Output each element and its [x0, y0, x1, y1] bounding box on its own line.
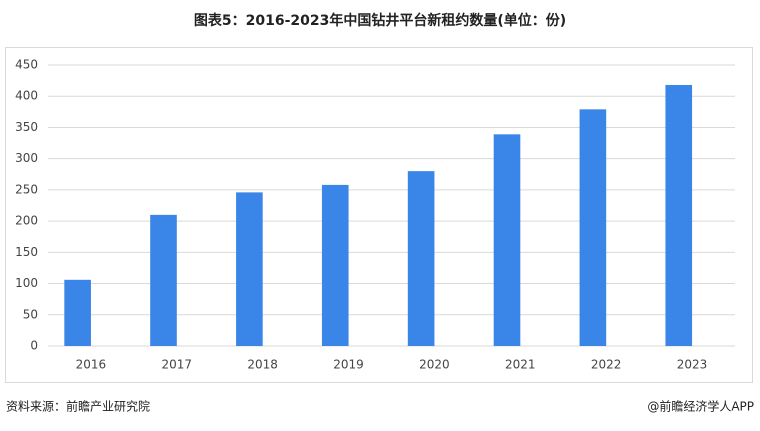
y-tick-label: 0	[30, 339, 38, 353]
y-tick-label: 100	[15, 276, 38, 290]
y-tick-label: 50	[23, 307, 38, 321]
x-tick-label: 2023	[677, 358, 708, 372]
y-tick-label: 350	[15, 120, 38, 134]
x-tick-label: 2016	[76, 358, 107, 372]
source: 资料来源：前瞻产业研究院	[6, 399, 150, 414]
x-tick-label: 2017	[162, 358, 193, 372]
y-tick-label: 300	[15, 151, 38, 165]
bar	[665, 84, 693, 346]
x-tick-label: 2022	[591, 358, 622, 372]
bar	[407, 171, 435, 346]
y-tick-label: 450	[15, 58, 38, 72]
y-tick-label: 400	[15, 89, 38, 103]
bar	[321, 184, 349, 346]
x-tick-label: 2019	[333, 358, 364, 372]
y-tick-label: 200	[15, 214, 38, 228]
x-tick-label: 2018	[247, 358, 278, 372]
bar	[493, 134, 521, 346]
y-tick-label: 250	[15, 182, 38, 196]
x-tick-label: 2020	[419, 358, 450, 372]
bar	[150, 214, 177, 346]
x-tick-label: 2021	[505, 358, 536, 372]
bar	[236, 192, 263, 346]
chart-frame	[5, 47, 753, 383]
credit: @前瞻经济学人APP	[647, 399, 754, 414]
chart-title: 图表5：2016-2023年中国钻井平台新租约数量(单位：份)	[194, 12, 566, 29]
y-tick-label: 150	[15, 245, 38, 259]
bar	[64, 279, 91, 346]
bar	[579, 109, 607, 346]
